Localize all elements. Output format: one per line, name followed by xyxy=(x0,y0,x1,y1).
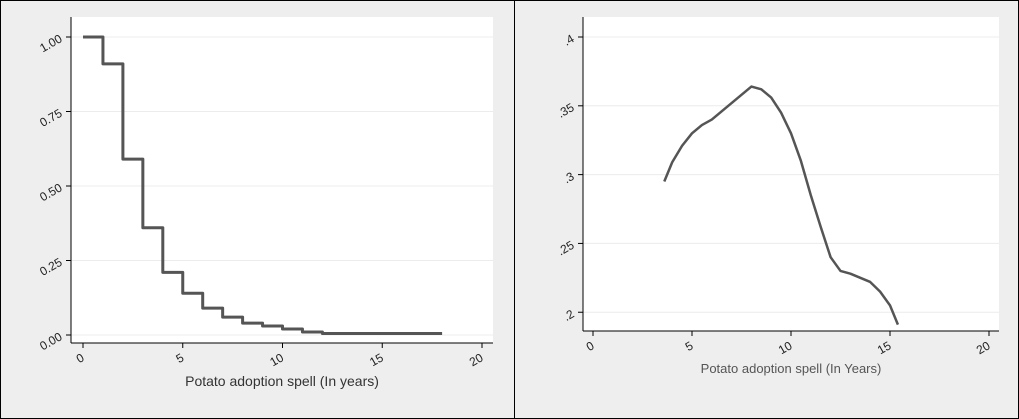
x-tick-label: 10 xyxy=(776,338,795,357)
series-line-0 xyxy=(663,85,900,326)
series-line-0 xyxy=(83,35,443,336)
x-tick-label: 10 xyxy=(267,350,286,369)
x-axis-title: Potato adoption spell (In years) xyxy=(185,373,379,389)
x-tick-label: 15 xyxy=(875,338,894,357)
x-tick-label: 15 xyxy=(367,350,386,369)
plot-area xyxy=(71,17,493,343)
x-tick-label: 20 xyxy=(467,350,486,369)
x-tick-label: 20 xyxy=(974,338,993,357)
plot-area xyxy=(583,17,999,331)
x-axis-title: Potato adoption spell (In Years) xyxy=(701,361,882,376)
left-chart-panel: 0.00 0.25 0.50 0.75 1.00 0 5 10 15 20 Potato adopt… xyxy=(0,0,515,419)
right-chart-panel: .2.25.3.35.4 0 5 10 15 20 Potato adoption spel… xyxy=(514,0,1019,419)
